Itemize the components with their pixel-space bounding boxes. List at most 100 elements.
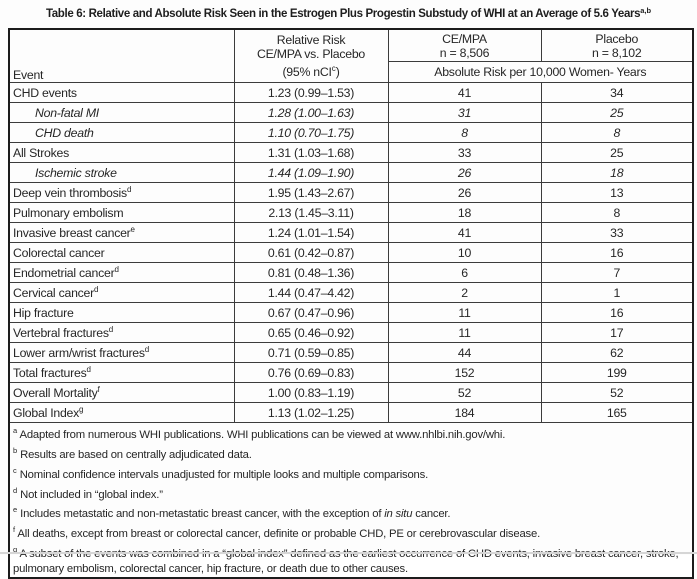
absolute-risk-span-header: Absolute Risk per 10,000 Women- Years bbox=[387, 61, 694, 83]
placebo-cell: 199 bbox=[540, 362, 694, 383]
footnote-marker: b bbox=[13, 445, 18, 455]
relative-risk-cell: 0.67 (0.47–0.96) bbox=[233, 302, 389, 323]
table-row: Vertebral fracturesd 0.65 (0.46–0.92) 11 17 bbox=[8, 322, 694, 343]
table-title: Table 6: Relative and Absolute Risk Seen… bbox=[0, 5, 697, 20]
footnote-marker: g bbox=[13, 545, 18, 555]
table-row: Colorectal cancer 0.61 (0.42–0.87) 10 16 bbox=[8, 242, 694, 263]
event-cell: Total fracturesd bbox=[8, 362, 235, 383]
footnote-text: Not included in “global index.” bbox=[20, 488, 163, 501]
event-cell: Non-fatal MI bbox=[8, 102, 235, 123]
cempa-cell: 184 bbox=[387, 402, 542, 423]
event-cell: Pulmonary embolism bbox=[8, 202, 235, 223]
footnote: f All deaths, except from breast or colo… bbox=[13, 522, 689, 542]
placebo-cell: 16 bbox=[540, 302, 694, 323]
event-cell: Invasive breast cancere bbox=[8, 222, 235, 243]
relative-risk-cell: 1.28 (1.00–1.63) bbox=[233, 102, 389, 123]
placebo-column-header: Placebo n = 8,102 bbox=[540, 28, 694, 62]
relative-risk-cell: 1.44 (0.47–4.42) bbox=[233, 282, 389, 303]
relative-risk-header-ci: (95% nCI bbox=[282, 64, 332, 79]
table-row: Deep vein thrombosisd 1.95 (1.43–2.67) 26 1… bbox=[8, 182, 694, 203]
relative-risk-cell: 1.44 (1.09–1.90) bbox=[233, 162, 389, 183]
placebo-cell: 18 bbox=[540, 162, 694, 183]
cempa-cell: 18 bbox=[387, 202, 542, 223]
placebo-cell: 7 bbox=[540, 262, 694, 283]
event-cell: Global Indexg bbox=[8, 402, 235, 423]
footnote-marker: d bbox=[114, 265, 119, 275]
footnote-text: All deaths, except from breast or colore… bbox=[17, 528, 541, 541]
footnote-marker: g bbox=[79, 405, 84, 415]
table-row: Pulmonary embolism 2.13 (1.45–3.11) 18 8 bbox=[8, 202, 694, 223]
footnote-text: cancer. bbox=[412, 508, 451, 521]
footnote-text: Includes metastatic and non-metastatic b… bbox=[20, 508, 385, 521]
table-row: Non-fatal MI 1.28 (1.00–1.63) 31 25 bbox=[8, 102, 694, 123]
cempa-column-header: CE/MPA n = 8,506 bbox=[387, 28, 542, 62]
table-row: Ischemic stroke 1.44 (1.09–1.90) 26 18 bbox=[8, 162, 694, 183]
event-cell: Deep vein thrombosisd bbox=[8, 182, 235, 203]
header-row-1: Event Relative Risk CE/MPA vs. Placebo (… bbox=[8, 28, 694, 83]
scan-edge-artifact bbox=[0, 552, 697, 554]
table-title-text: Table 6: Relative and Absolute Risk Seen… bbox=[45, 7, 641, 20]
footnote-marker: d bbox=[94, 285, 99, 295]
cempa-cell: 31 bbox=[387, 102, 542, 123]
relative-risk-header-line1: Relative Risk bbox=[276, 32, 346, 47]
cempa-cell: 33 bbox=[387, 142, 542, 163]
event-cell: Colorectal cancer bbox=[8, 242, 235, 263]
placebo-cell: 13 bbox=[540, 182, 694, 203]
table-row: CHD events 1.23 (0.99–1.53) 41 34 bbox=[8, 82, 694, 103]
cempa-cell: 41 bbox=[387, 222, 542, 243]
table-row: Total fracturesd 0.76 (0.69–0.83) 152 199 bbox=[8, 362, 694, 383]
table-body: CHD events 1.23 (0.99–1.53) 41 34 Non-fatal … bbox=[8, 82, 694, 423]
relative-risk-cell: 1.10 (0.70–1.75) bbox=[233, 122, 389, 143]
cempa-cell: 26 bbox=[387, 182, 542, 203]
footnote-marker: d bbox=[108, 325, 114, 335]
table-row: Invasive breast cancere 1.24 (1.01–1.54) 4… bbox=[8, 222, 694, 243]
footnote-marker: d bbox=[144, 345, 150, 355]
relative-risk-cell: 0.61 (0.42–0.87) bbox=[233, 242, 389, 263]
footnote-text: in situ bbox=[384, 508, 413, 521]
event-cell: Vertebral fracturesd bbox=[8, 322, 235, 343]
footnote-marker: d bbox=[86, 365, 91, 375]
relative-risk-cell: 0.71 (0.59–0.85) bbox=[233, 342, 389, 363]
event-cell: Hip fracture bbox=[8, 302, 235, 323]
placebo-header-n: n = 8,102 bbox=[592, 45, 642, 60]
footnote: c Nominal confidence intervals unadjuste… bbox=[13, 463, 689, 483]
cempa-cell: 26 bbox=[387, 162, 542, 183]
cempa-cell: 2 bbox=[387, 282, 542, 303]
relative-risk-header-ci-close: ) bbox=[335, 64, 340, 79]
placebo-cell: 8 bbox=[540, 202, 694, 223]
relative-risk-cell: 1.31 (1.03–1.68) bbox=[233, 142, 389, 163]
table-row: All Strokes 1.31 (1.03–1.68) 33 25 bbox=[8, 142, 694, 163]
event-cell: CHD death bbox=[8, 122, 235, 143]
relative-risk-cell: 0.81 (0.48–1.36) bbox=[233, 262, 389, 283]
cempa-cell: 44 bbox=[387, 342, 542, 363]
relative-risk-cell: 0.76 (0.69–0.83) bbox=[233, 362, 389, 383]
table-row: CHD death 1.10 (0.70–1.75) 8 8 bbox=[8, 122, 694, 143]
relative-risk-cell: 1.24 (1.01–1.54) bbox=[233, 222, 389, 243]
document-page: Table 6: Relative and Absolute Risk Seen… bbox=[0, 5, 697, 579]
placebo-cell: 25 bbox=[540, 142, 694, 163]
footnote-text: Adapted from numerous WHI publications. … bbox=[19, 428, 506, 441]
relative-risk-header-line2: CE/MPA vs. Placebo bbox=[256, 47, 366, 62]
placebo-cell: 52 bbox=[540, 382, 694, 403]
relative-risk-cell: 1.13 (1.02–1.25) bbox=[233, 402, 389, 423]
event-cell: Cervical cancerd bbox=[8, 282, 235, 303]
event-cell: Lower arm/wrist fracturesd bbox=[8, 342, 235, 363]
event-cell: Endometrial cancerd bbox=[8, 262, 235, 283]
cempa-cell: 8 bbox=[387, 122, 542, 143]
cempa-cell: 6 bbox=[387, 262, 542, 283]
footnote: d Not included in “global index.” bbox=[13, 483, 689, 503]
placebo-cell: 16 bbox=[540, 242, 694, 263]
placebo-cell: 8 bbox=[540, 122, 694, 143]
placebo-cell: 1 bbox=[540, 282, 694, 303]
cempa-header-name: CE/MPA bbox=[442, 31, 487, 46]
table-row: Overall Mortalityf 1.00 (0.83–1.19) 52 52 bbox=[8, 382, 694, 403]
footnote-text: Nominal confidence intervals unadjusted … bbox=[19, 468, 429, 481]
event-column-header: Event bbox=[8, 28, 235, 83]
placebo-cell: 165 bbox=[540, 402, 694, 423]
footnote-marker: d bbox=[126, 185, 132, 195]
placebo-cell: 33 bbox=[540, 222, 694, 243]
table-row: Lower arm/wrist fracturesd 0.71 (0.59–0.8… bbox=[8, 342, 694, 363]
footnote-text: Results are based on centrally adjudicat… bbox=[20, 448, 252, 461]
table-title-footnote-marker: a,b bbox=[640, 5, 652, 15]
relative-risk-cell: 1.95 (1.43–2.67) bbox=[233, 182, 389, 203]
